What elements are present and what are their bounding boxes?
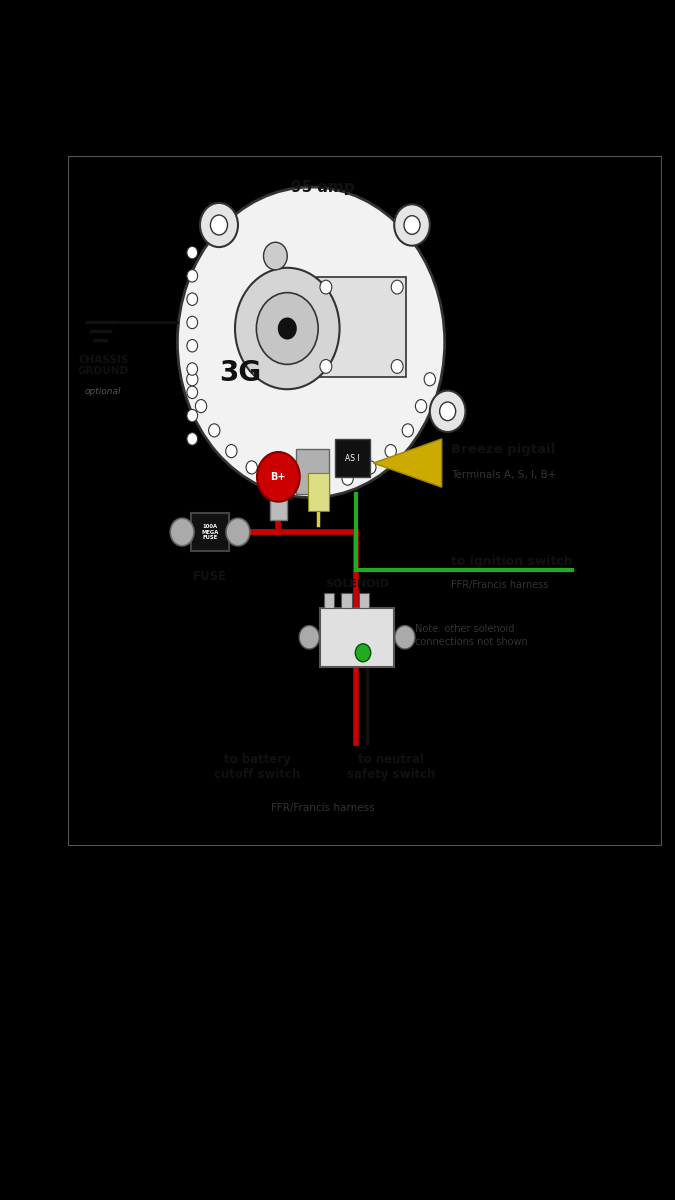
Bar bbox=[308, 474, 329, 511]
Bar bbox=[191, 514, 229, 551]
Text: FFR/Francis harness: FFR/Francis harness bbox=[271, 803, 375, 814]
Circle shape bbox=[424, 373, 435, 386]
Circle shape bbox=[235, 268, 340, 389]
Circle shape bbox=[385, 444, 396, 457]
Text: 95 amp: 95 amp bbox=[291, 180, 355, 194]
Text: AS I: AS I bbox=[346, 454, 360, 463]
Circle shape bbox=[430, 391, 466, 432]
Circle shape bbox=[342, 472, 353, 485]
Circle shape bbox=[355, 644, 371, 661]
Circle shape bbox=[187, 317, 198, 329]
Bar bbox=[358, 593, 369, 608]
Circle shape bbox=[320, 360, 332, 373]
Text: to ignition switch: to ignition switch bbox=[451, 556, 572, 569]
Circle shape bbox=[394, 204, 430, 246]
Circle shape bbox=[278, 318, 297, 340]
Bar bbox=[323, 593, 334, 608]
Text: Terminals A, S, I, B+: Terminals A, S, I, B+ bbox=[451, 469, 556, 480]
Circle shape bbox=[187, 409, 198, 422]
Text: to neutral
safety switch: to neutral safety switch bbox=[347, 752, 435, 781]
Bar bbox=[68, 156, 662, 846]
Circle shape bbox=[187, 433, 198, 445]
Circle shape bbox=[226, 518, 250, 546]
Circle shape bbox=[299, 625, 319, 649]
Circle shape bbox=[439, 402, 456, 421]
Text: optional: optional bbox=[85, 388, 122, 396]
Circle shape bbox=[187, 386, 198, 398]
Circle shape bbox=[364, 461, 376, 474]
Bar bbox=[320, 608, 394, 667]
Text: Breeze pigtail: Breeze pigtail bbox=[451, 443, 555, 456]
Circle shape bbox=[187, 293, 198, 305]
Circle shape bbox=[211, 215, 227, 235]
Circle shape bbox=[195, 400, 207, 413]
Text: to battery
cutoff switch: to battery cutoff switch bbox=[215, 752, 301, 781]
Circle shape bbox=[293, 478, 304, 491]
Bar bbox=[342, 593, 352, 608]
Circle shape bbox=[246, 461, 257, 474]
Circle shape bbox=[178, 187, 445, 498]
Text: FUSE: FUSE bbox=[193, 570, 227, 583]
Circle shape bbox=[209, 424, 220, 437]
Circle shape bbox=[186, 373, 198, 386]
Circle shape bbox=[170, 518, 194, 546]
Circle shape bbox=[200, 203, 238, 247]
Circle shape bbox=[402, 424, 414, 437]
Circle shape bbox=[256, 293, 318, 365]
Circle shape bbox=[187, 270, 198, 282]
Circle shape bbox=[395, 625, 415, 649]
Circle shape bbox=[318, 478, 329, 491]
Circle shape bbox=[187, 362, 198, 376]
Circle shape bbox=[263, 242, 288, 270]
Circle shape bbox=[187, 246, 198, 259]
Bar bbox=[317, 277, 406, 377]
Text: B+: B+ bbox=[271, 472, 286, 482]
Bar bbox=[335, 439, 371, 476]
Circle shape bbox=[269, 472, 280, 485]
Text: CHASSIS
GROUND: CHASSIS GROUND bbox=[78, 355, 129, 377]
Circle shape bbox=[225, 444, 237, 457]
Polygon shape bbox=[373, 439, 441, 487]
Bar bbox=[270, 499, 287, 520]
Bar bbox=[296, 449, 329, 494]
Circle shape bbox=[392, 281, 403, 294]
Circle shape bbox=[320, 281, 332, 294]
Circle shape bbox=[404, 216, 420, 234]
Circle shape bbox=[415, 400, 427, 413]
Text: 100A
MEGA
FUSE: 100A MEGA FUSE bbox=[201, 523, 219, 540]
Text: Note: other solenoid
connections not shown: Note: other solenoid connections not sho… bbox=[415, 624, 528, 647]
Text: FFR/Francis harness: FFR/Francis harness bbox=[451, 580, 548, 590]
Circle shape bbox=[392, 360, 403, 373]
Circle shape bbox=[187, 340, 198, 352]
Circle shape bbox=[257, 452, 300, 502]
Text: SOLENOID: SOLENOID bbox=[325, 578, 389, 589]
Text: 3G: 3G bbox=[219, 359, 261, 388]
